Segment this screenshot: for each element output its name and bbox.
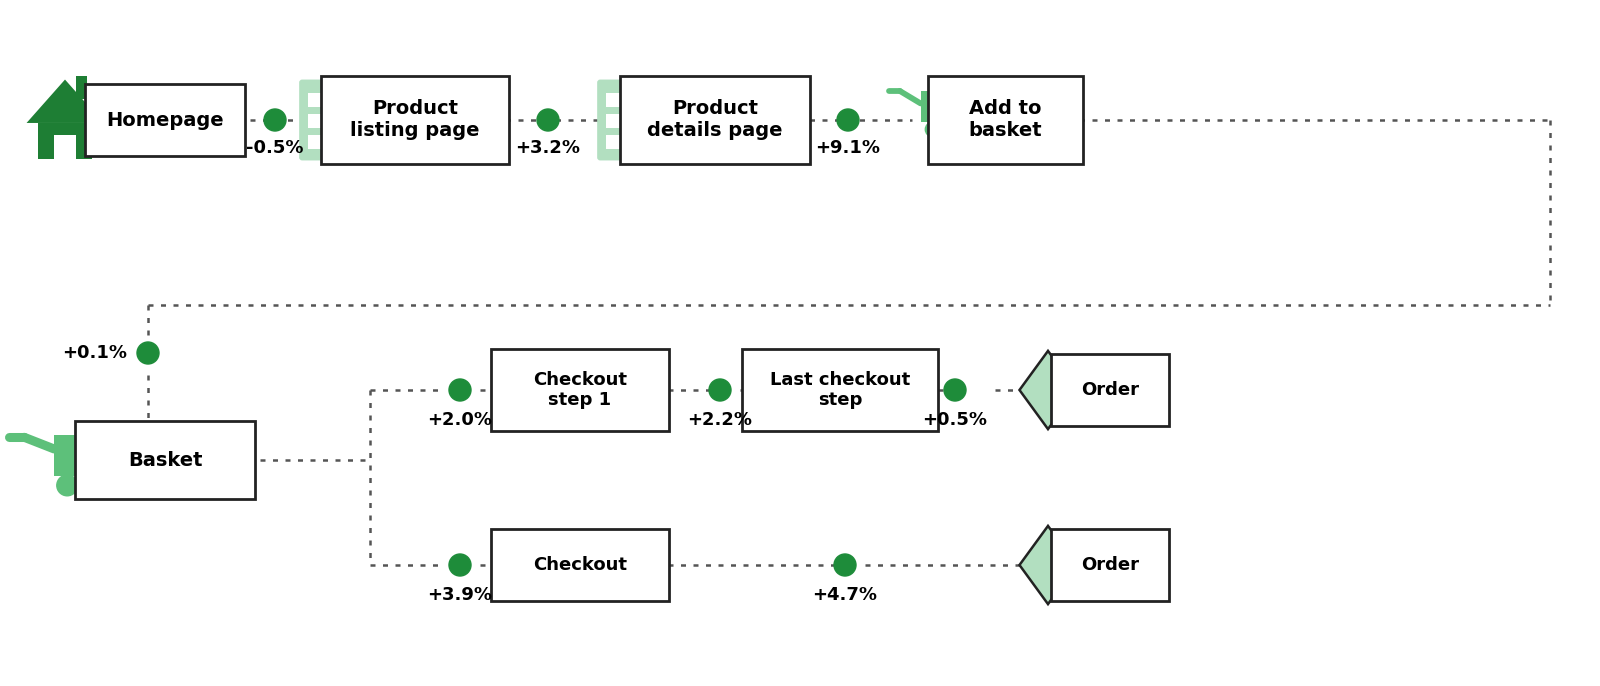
Text: Order: Order: [1082, 381, 1139, 399]
FancyBboxPatch shape: [75, 421, 254, 499]
FancyBboxPatch shape: [328, 95, 349, 105]
FancyBboxPatch shape: [54, 435, 112, 476]
FancyBboxPatch shape: [491, 349, 669, 431]
Polygon shape: [27, 80, 104, 123]
Text: Add to
basket: Add to basket: [968, 99, 1042, 141]
FancyBboxPatch shape: [54, 135, 75, 159]
Text: -0.5%: -0.5%: [246, 139, 304, 157]
Text: Checkout: Checkout: [533, 556, 627, 574]
Circle shape: [264, 109, 286, 131]
FancyBboxPatch shape: [1051, 354, 1170, 426]
FancyBboxPatch shape: [742, 349, 938, 431]
Text: Product
details page: Product details page: [648, 99, 782, 141]
Polygon shape: [1019, 526, 1077, 604]
FancyBboxPatch shape: [328, 115, 349, 126]
Polygon shape: [1019, 351, 1077, 429]
Text: +3.9%: +3.9%: [427, 586, 493, 604]
FancyBboxPatch shape: [328, 137, 349, 147]
Circle shape: [138, 342, 158, 364]
Text: Product
listing page: Product listing page: [350, 99, 480, 141]
FancyBboxPatch shape: [307, 93, 323, 107]
FancyBboxPatch shape: [85, 84, 245, 156]
Text: Order: Order: [1082, 556, 1139, 574]
FancyBboxPatch shape: [626, 137, 646, 147]
Circle shape: [450, 554, 470, 576]
Text: Homepage: Homepage: [106, 110, 224, 130]
Text: Last checkout
step: Last checkout step: [770, 370, 910, 410]
FancyBboxPatch shape: [606, 93, 621, 107]
Circle shape: [925, 122, 939, 137]
Text: +0.1%: +0.1%: [62, 344, 128, 362]
Circle shape: [538, 109, 558, 131]
FancyBboxPatch shape: [491, 529, 669, 601]
FancyBboxPatch shape: [77, 76, 88, 99]
FancyBboxPatch shape: [307, 114, 323, 128]
FancyBboxPatch shape: [307, 135, 323, 149]
Circle shape: [834, 554, 856, 576]
FancyBboxPatch shape: [597, 80, 659, 161]
FancyBboxPatch shape: [621, 76, 810, 164]
Circle shape: [450, 379, 470, 401]
FancyBboxPatch shape: [920, 91, 963, 122]
Circle shape: [950, 122, 965, 137]
Circle shape: [837, 109, 859, 131]
FancyBboxPatch shape: [322, 76, 509, 164]
Text: Checkout
step 1: Checkout step 1: [533, 370, 627, 410]
Text: +4.7%: +4.7%: [813, 586, 877, 604]
Text: +9.1%: +9.1%: [816, 139, 880, 157]
Text: +2.0%: +2.0%: [427, 411, 493, 429]
Circle shape: [944, 379, 966, 401]
FancyBboxPatch shape: [1051, 529, 1170, 601]
Text: Basket: Basket: [128, 451, 202, 469]
Text: +3.2%: +3.2%: [515, 139, 581, 157]
FancyBboxPatch shape: [606, 135, 621, 149]
Text: +2.2%: +2.2%: [688, 411, 752, 429]
FancyBboxPatch shape: [928, 76, 1083, 164]
Circle shape: [91, 475, 112, 496]
FancyBboxPatch shape: [626, 115, 646, 126]
Text: +0.5%: +0.5%: [923, 411, 987, 429]
Circle shape: [709, 379, 731, 401]
FancyBboxPatch shape: [606, 114, 621, 128]
FancyBboxPatch shape: [38, 123, 93, 159]
Circle shape: [58, 475, 78, 496]
FancyBboxPatch shape: [299, 80, 362, 161]
FancyBboxPatch shape: [626, 95, 646, 105]
